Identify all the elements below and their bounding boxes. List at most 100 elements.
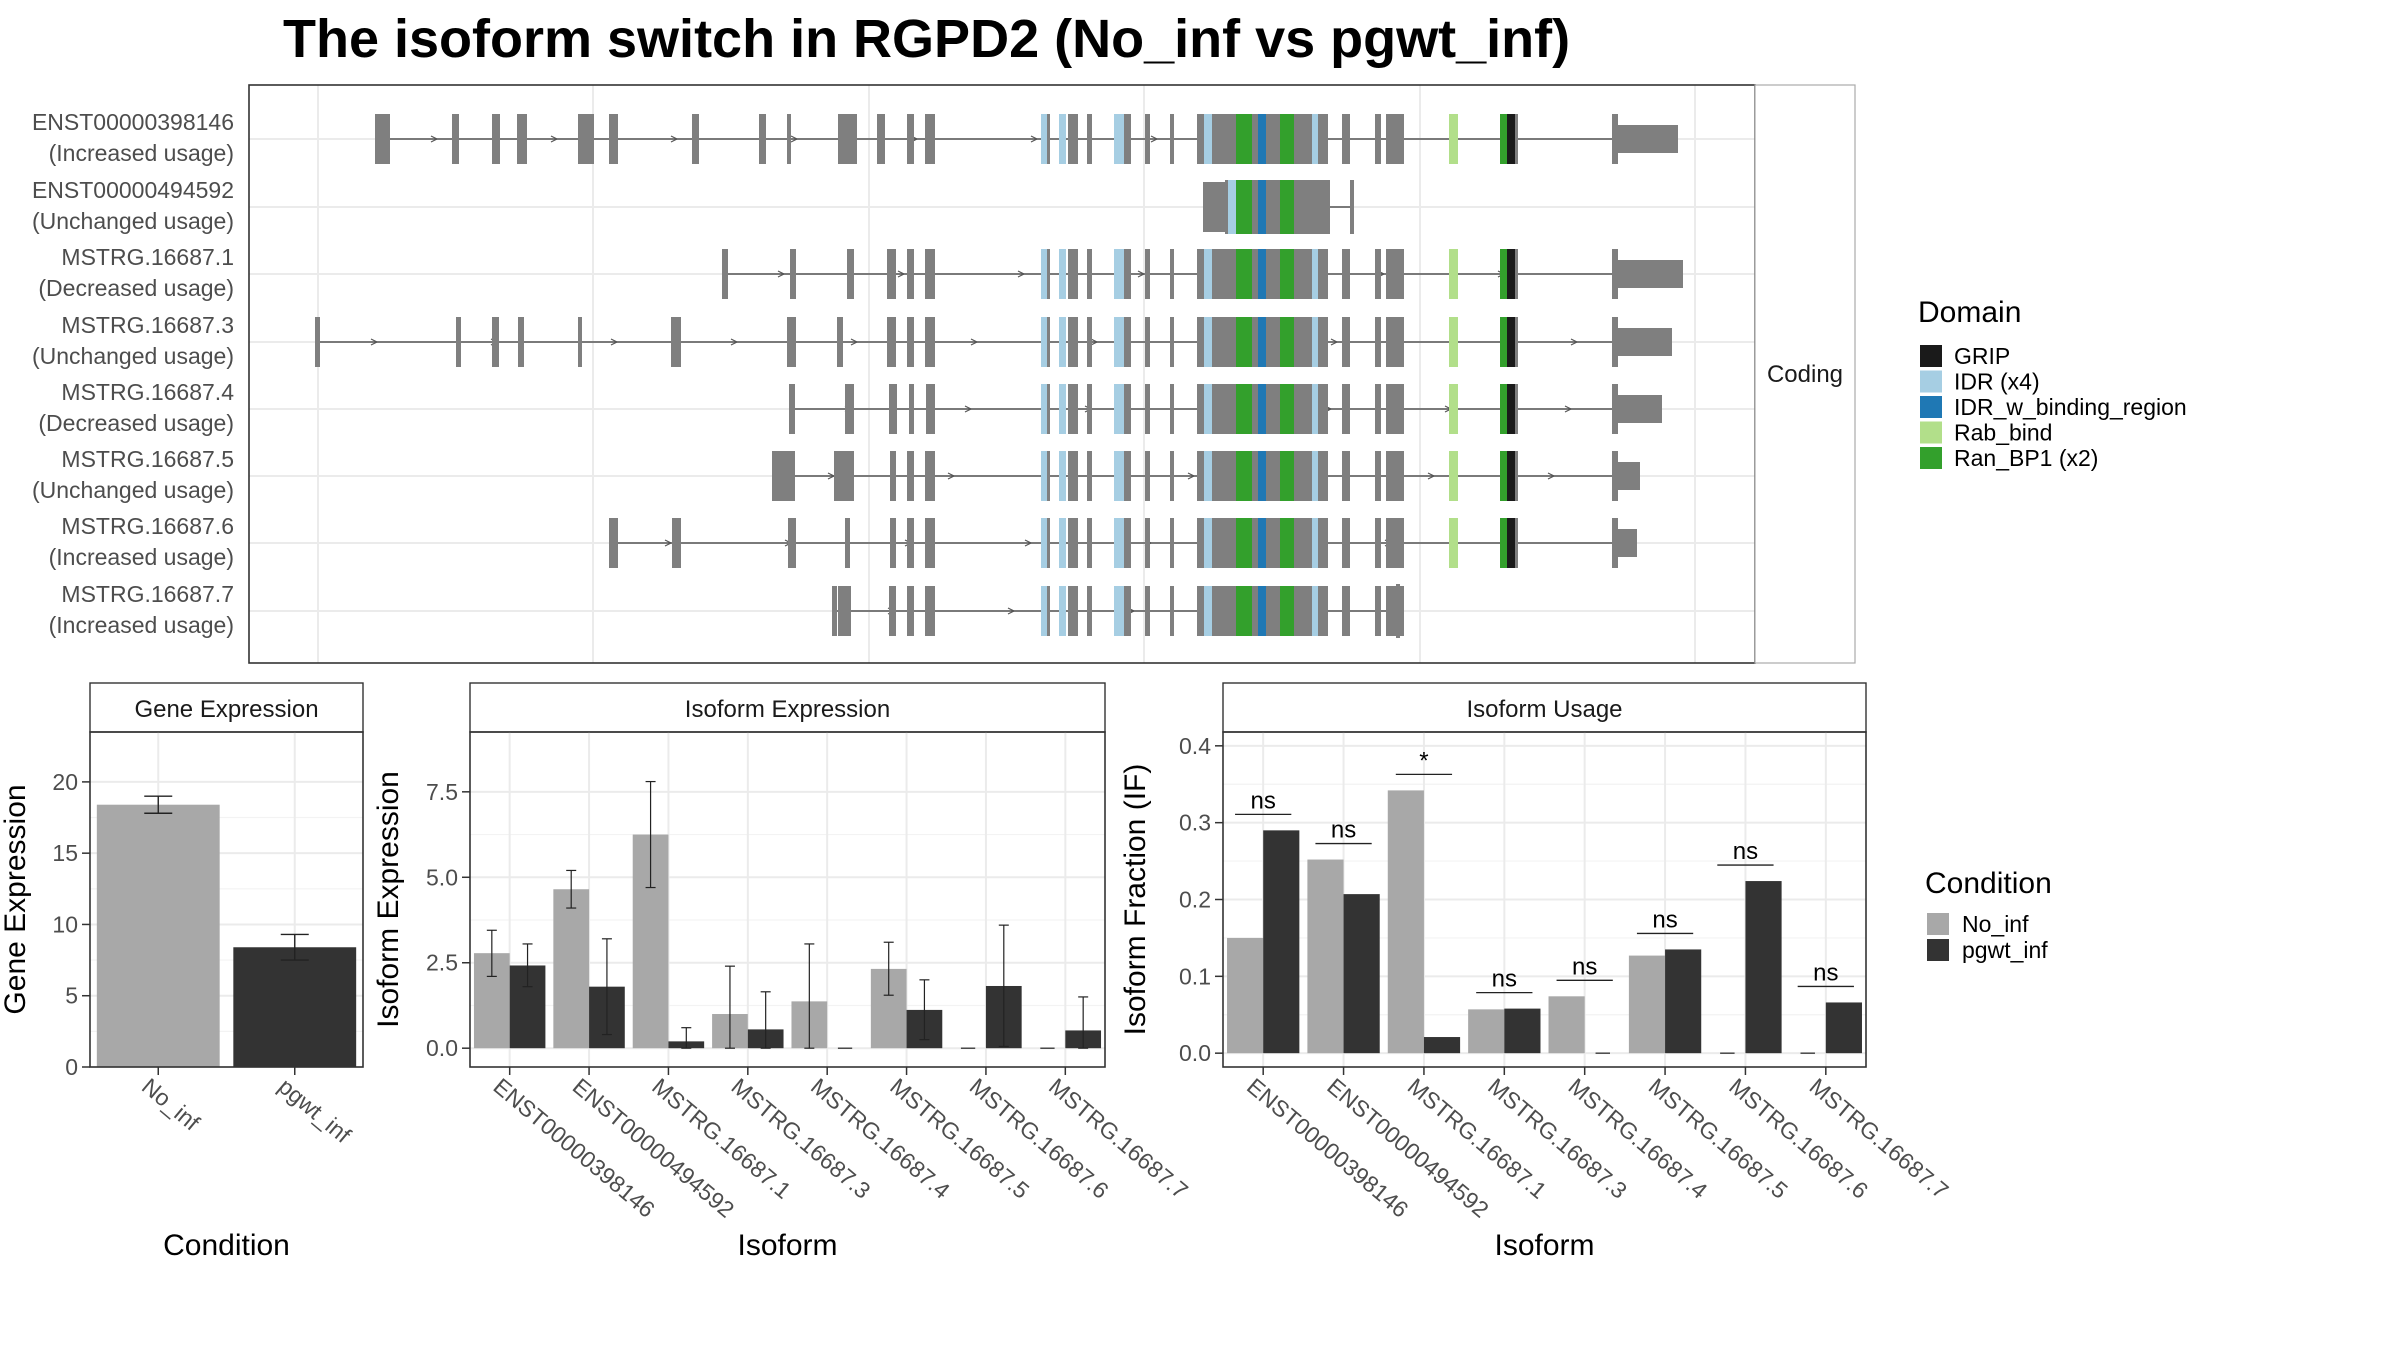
isoform-label: MSTRG.16687.1: [61, 244, 234, 270]
exon: [907, 249, 914, 299]
legend-label: No_inf: [1962, 911, 2029, 937]
y-axis-label: Isoform Fraction (IF): [1119, 764, 1152, 1036]
exon: [1612, 249, 1618, 299]
bar: [1745, 881, 1782, 1054]
domain-band: [1449, 518, 1458, 568]
exon: [672, 518, 681, 568]
domain-band: [1258, 586, 1266, 636]
exon: [1350, 180, 1354, 234]
exon: [925, 249, 935, 299]
exon: [889, 384, 897, 434]
bar: [1665, 949, 1702, 1054]
legend-swatch: [1920, 447, 1942, 469]
domain-band: [1449, 384, 1458, 434]
exon: [1170, 114, 1174, 164]
isoform-usage-label: (Increased usage): [49, 544, 234, 570]
y-tick-label: 0.2: [1179, 887, 1211, 913]
domain-band: [1258, 317, 1266, 367]
domain-band: [1507, 249, 1515, 299]
exon: [1375, 114, 1381, 164]
exon: [925, 518, 935, 568]
x-axis-label: Isoform: [1494, 1229, 1594, 1262]
y-tick-label: 2.5: [426, 950, 458, 976]
exon: [1170, 586, 1174, 636]
exon: [1612, 518, 1618, 568]
domain-band: [1059, 317, 1066, 367]
strand-arrow: [1564, 405, 1573, 413]
domain-band: [1280, 249, 1294, 299]
exon: [1396, 584, 1400, 638]
y-tick-label: 0.1: [1179, 963, 1211, 989]
y-axis-label: Gene Expression: [0, 784, 32, 1014]
domain-band: [1204, 249, 1212, 299]
domain-band: [1280, 317, 1294, 367]
isoform-usage-label: (Increased usage): [49, 612, 234, 638]
exon: [787, 317, 796, 367]
x-tick-label: MSTRG.16687.6: [1724, 1073, 1873, 1204]
exon: [1170, 384, 1174, 434]
strand-arrow: [670, 135, 679, 143]
gene-expression-chart: Gene Expression 0 5 10 15 20 No_inf pgwt_inf Con…: [0, 682, 364, 1262]
exon: [925, 114, 935, 164]
transcript-model: [722, 249, 1683, 299]
exon: [790, 249, 796, 299]
exon: [1068, 114, 1078, 164]
domain-band: [1041, 451, 1047, 501]
structure-facet-strip: [1754, 84, 1856, 664]
exon: [907, 317, 914, 367]
domain-band: [1258, 451, 1266, 501]
exon: [609, 114, 618, 164]
x-tick-label: MSTRG.16687.3: [727, 1073, 876, 1204]
domain-band: [1059, 249, 1066, 299]
exon: [1087, 249, 1092, 299]
strand-arrow: [897, 270, 906, 278]
exon: [1170, 518, 1174, 568]
exon: [887, 317, 896, 367]
exon: [907, 451, 914, 501]
exon: [1068, 249, 1078, 299]
exon: [789, 384, 795, 434]
strand-arrow: [1570, 338, 1579, 346]
bar: [1263, 830, 1300, 1054]
exon: [1515, 384, 1518, 434]
legend-label: GRIP: [1954, 343, 2010, 369]
exon: [609, 518, 618, 568]
structure-plot-background: [249, 85, 1755, 663]
exon: [1068, 384, 1078, 434]
transcript-model: [772, 451, 1640, 501]
exon: [1515, 518, 1518, 568]
legend-swatch: [1927, 939, 1949, 961]
exon: [1386, 384, 1404, 434]
exon: [772, 451, 795, 501]
exon: [889, 586, 896, 636]
isoform-usage-label: (Decreased usage): [38, 275, 234, 301]
x-tick-label: MSTRG.16687.1: [1403, 1073, 1552, 1204]
domain-band: [1114, 451, 1124, 501]
domain-band: [1041, 384, 1047, 434]
exon: [1515, 249, 1518, 299]
domain-band: [1312, 586, 1318, 636]
bar: [1825, 1002, 1862, 1054]
exon: [671, 317, 681, 367]
domain-band: [1280, 586, 1294, 636]
domain-band: [1500, 384, 1507, 434]
exon: [837, 317, 843, 367]
domain-band: [1236, 249, 1252, 299]
domain-band: [1507, 317, 1515, 367]
exon: [1386, 249, 1404, 299]
exon: [925, 451, 935, 501]
condition-legend-title: Condition: [1925, 867, 2052, 900]
legend-swatch: [1920, 396, 1942, 418]
exon: [1342, 317, 1350, 367]
exon: [1170, 249, 1174, 299]
x-tick-label: MSTRG.16687.6: [965, 1073, 1114, 1204]
transcript-model: [1203, 180, 1354, 234]
domain-band: [1449, 317, 1458, 367]
strand-arrow: [1024, 539, 1033, 547]
domain-band: [1312, 249, 1318, 299]
exon: [1386, 114, 1404, 164]
exon: [1087, 586, 1092, 636]
exon: [1375, 451, 1381, 501]
domain-band: [1236, 451, 1252, 501]
domain-band: [1204, 586, 1212, 636]
